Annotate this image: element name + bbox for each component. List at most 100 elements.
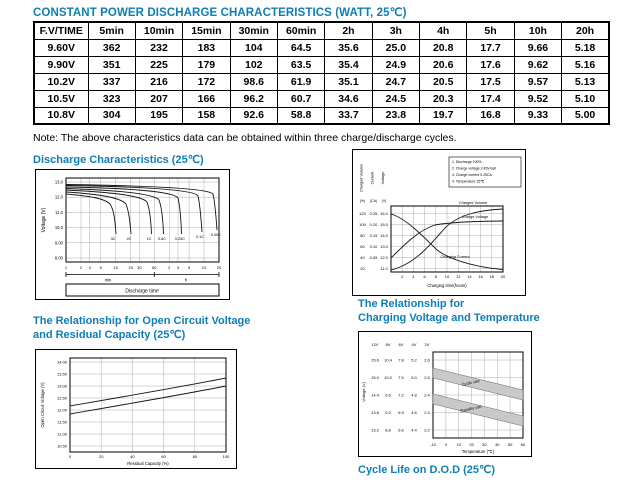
- curve-label-voltage: Charge Voltage: [462, 215, 488, 219]
- table-cell: 5.00: [561, 106, 610, 125]
- curve-2c: [65, 191, 132, 235]
- tick-label: 60: [161, 454, 166, 459]
- table-cell: 5.13: [561, 72, 610, 91]
- tick-label: 40: [130, 454, 135, 459]
- legend-line: 2. Charge voltage 2.45V/cell: [452, 167, 496, 171]
- table-cell: 179: [182, 55, 231, 74]
- table-cell: 64.5: [276, 38, 326, 57]
- constant-power-table: F.V/TIME 5min 10min 15min 30min 60min 2h 3h 4h 5h…: [33, 21, 610, 125]
- table-cell: 195: [134, 106, 184, 125]
- table-cell: 172: [182, 72, 231, 91]
- tick-label: 3: [89, 265, 92, 270]
- page-title: CONSTANT POWER DISCHARGE CHARACTERISTICS…: [33, 7, 407, 19]
- plot-frame: [65, 177, 220, 263]
- tick-label: 14: [467, 274, 472, 279]
- axis-unit-v: (V): [382, 199, 387, 203]
- tick-label: 20: [217, 265, 222, 270]
- curve-label: 1C: [147, 237, 152, 241]
- row-header-cell: 9.60V: [33, 38, 89, 57]
- tick-label: 10.50: [57, 444, 68, 449]
- tick-row-2: 15.0 10.0 7.5 5.0 2.5: [371, 375, 430, 380]
- tick-label: 80: [193, 454, 198, 459]
- tick-label: 2: [80, 265, 83, 270]
- curve-charging-current: [390, 213, 504, 270]
- tick-label: 2: [401, 274, 404, 279]
- legend-line: 4. Temperature 25℃: [452, 180, 485, 184]
- row-header-cell: 10.2V: [33, 72, 89, 91]
- tick-label: 5: [100, 265, 103, 270]
- row-header-cell: 10.8V: [33, 106, 89, 125]
- tick-label: 7.2: [398, 393, 404, 398]
- curve-label: 0.1C: [196, 235, 204, 239]
- table-cell: 61.9: [276, 72, 326, 91]
- tick-label: 0: [445, 442, 448, 447]
- v-gridlines: [445, 352, 511, 438]
- table-cell: 337: [87, 72, 136, 91]
- tick-label: 9.6: [385, 393, 391, 398]
- tick-label: 60: [360, 244, 365, 249]
- tick-label: 20: [501, 274, 506, 279]
- y-axis-label: Open Circuit Voltage (V): [40, 382, 45, 428]
- curve-0_1c: [65, 185, 203, 233]
- table-header-cell: 4h: [419, 21, 468, 40]
- table-cell: 20.8: [419, 38, 468, 57]
- table-cell: 166: [182, 89, 231, 108]
- tick-label: 8.8: [385, 428, 391, 433]
- tick-label: 100: [223, 454, 230, 459]
- y-axis-ticks: 13.0 12.0 11.0 10.0 9.00 8.00: [55, 180, 64, 261]
- curve-label-current: Charging Current: [440, 255, 470, 259]
- table-cell: 33.7: [324, 106, 373, 125]
- h-gridlines: [66, 181, 219, 259]
- table-header-cell: 20h: [561, 21, 610, 40]
- y-axis-label: Voltage (V): [41, 207, 47, 232]
- tick-label: 10.0: [55, 225, 64, 230]
- tick-label: 6.6: [398, 428, 404, 433]
- y-axis-label: Voltage (V): [361, 381, 366, 401]
- curve-label: 0.25C: [175, 237, 185, 241]
- tick-label: 12.50: [57, 396, 68, 401]
- unit-label-min: min: [105, 278, 112, 283]
- tick-label: 2V: [425, 342, 430, 347]
- h-gridlines: [70, 361, 226, 447]
- time-unit-bracket: [65, 272, 220, 277]
- tick-label: 2.4: [424, 393, 430, 398]
- table-cell: 34.6: [324, 89, 373, 108]
- table-cell: 104: [229, 38, 278, 57]
- tick-label: 6V: [399, 342, 404, 347]
- table-cell: 35.1: [324, 72, 373, 91]
- band-label-standby: Standby use: [459, 403, 483, 413]
- tick-label: 0.20: [370, 222, 379, 227]
- tick-label: 6.9: [398, 410, 404, 415]
- table-row: 10.2V 337 216 172 98.6 61.9 35.1 24.7 20.5 17.5 9.…: [33, 72, 610, 91]
- axis-name-current: Current: [371, 171, 375, 185]
- tick-label: 14.0: [380, 233, 389, 238]
- table-cell: 35.6: [324, 38, 373, 57]
- table-cell: 225: [134, 55, 184, 74]
- tick-label: 8: [435, 274, 438, 279]
- table-cell: 20.3: [419, 89, 468, 108]
- v-gridlines: [80, 178, 205, 262]
- tick-label: 15.0: [371, 375, 380, 380]
- legend-line: 3. Charge current 0.25CA: [452, 173, 493, 177]
- plot-frame: [390, 205, 504, 273]
- axis-unit-ca: (CA): [370, 199, 377, 203]
- tick-label: 11.0: [55, 210, 64, 215]
- tick-label: 12: [456, 274, 461, 279]
- tick-label: 12.00: [57, 408, 68, 413]
- x-axis-label: Discharge time: [125, 289, 159, 295]
- table-cell: 216: [134, 72, 184, 91]
- charging-chart: Charged Volume Current Voltage (%) (CA) …: [359, 156, 522, 288]
- table-cell: 98.6: [229, 72, 278, 91]
- tick-label: 30: [137, 265, 142, 270]
- table-cell: 17.6: [466, 55, 515, 74]
- tick-row-3: 14.4 9.6 7.2 4.8 2.4: [371, 393, 430, 398]
- legend-line: 1. Discharge 100%: [452, 160, 482, 164]
- tick-label: 0.05: [370, 255, 379, 260]
- curve-label-volume: Charged Volume: [459, 201, 487, 205]
- x-label-frame: [65, 283, 220, 297]
- band-label-cyclic: Cyclic use: [461, 378, 481, 387]
- table-row: 10.5V 323 207 166 96.2 60.7 34.6 24.5 20.3 17.4 9.…: [33, 89, 610, 108]
- v-gridlines: [101, 358, 195, 452]
- axis-unit-pct: (%): [360, 199, 365, 203]
- table-cell: 17.7: [466, 38, 515, 57]
